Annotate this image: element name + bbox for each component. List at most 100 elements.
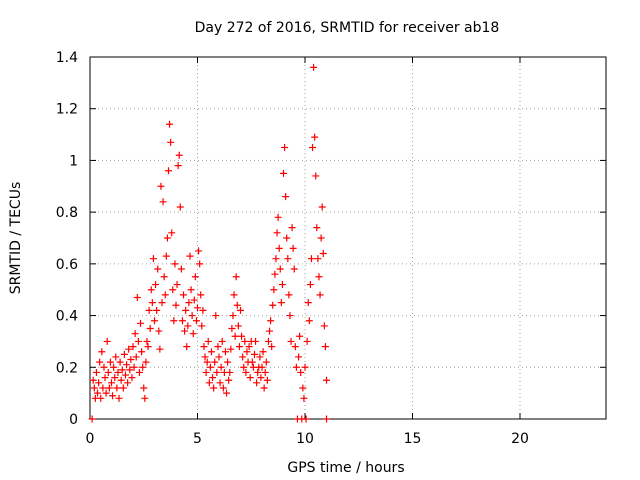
data-point xyxy=(129,343,137,351)
data-point xyxy=(163,234,171,242)
data-point xyxy=(180,291,188,299)
data-point xyxy=(282,193,290,201)
x-tick-label: 5 xyxy=(193,431,202,447)
data-point xyxy=(204,337,212,345)
data-point xyxy=(243,348,251,356)
data-point xyxy=(109,392,117,400)
data-point xyxy=(274,213,282,221)
data-point xyxy=(216,379,224,387)
data-point xyxy=(177,265,185,273)
data-point xyxy=(205,379,213,387)
data-point xyxy=(142,358,150,366)
data-point xyxy=(127,356,135,364)
data-point xyxy=(206,363,214,371)
y-tick-label: 0.4 xyxy=(56,309,78,325)
data-point xyxy=(88,415,96,423)
data-point xyxy=(237,306,244,314)
data-point xyxy=(195,247,203,255)
data-point xyxy=(263,376,271,384)
data-point xyxy=(210,384,218,392)
data-point xyxy=(167,138,175,146)
data-point xyxy=(302,415,310,423)
data-point xyxy=(229,312,237,320)
data-point xyxy=(140,384,148,392)
data-point xyxy=(317,234,325,242)
data-point xyxy=(214,343,222,351)
data-point xyxy=(300,394,308,402)
data-point xyxy=(223,389,231,397)
data-point xyxy=(172,301,180,309)
data-point xyxy=(295,353,303,361)
data-point xyxy=(125,345,133,353)
data-point xyxy=(284,255,292,263)
chart-title: Day 272 of 2016, SRMTID for receiver ab1… xyxy=(195,20,500,36)
data-point xyxy=(306,281,314,289)
data-point xyxy=(145,306,153,314)
data-point xyxy=(187,286,195,294)
data-point xyxy=(100,363,108,371)
y-tick-label: 1.4 xyxy=(56,50,78,66)
data-point xyxy=(114,368,122,376)
y-tick-label: 0 xyxy=(69,412,78,428)
x-tick-labels: 0 5 10 15 20 xyxy=(86,431,529,447)
x-tick-label: 20 xyxy=(511,431,529,447)
data-point xyxy=(314,255,322,263)
data-point xyxy=(224,358,232,366)
data-point xyxy=(194,304,201,312)
data-point xyxy=(228,325,236,332)
data-point xyxy=(97,394,105,402)
data-point xyxy=(225,376,233,384)
data-point xyxy=(94,389,102,397)
data-point xyxy=(183,343,191,351)
data-point xyxy=(148,299,156,307)
plot-frame xyxy=(89,56,607,420)
y-tick-label: 0.8 xyxy=(56,205,78,221)
data-point xyxy=(313,224,321,232)
data-point xyxy=(311,133,319,141)
y-tick-label: 0.2 xyxy=(56,360,78,376)
x-tick-label: 10 xyxy=(296,431,314,447)
data-point xyxy=(115,394,123,402)
data-point xyxy=(278,281,286,289)
data-point xyxy=(246,374,254,382)
data-point xyxy=(149,255,157,263)
data-point xyxy=(197,291,205,299)
data-point xyxy=(290,265,298,273)
data-point xyxy=(168,229,176,237)
data-point xyxy=(191,273,199,281)
data-point xyxy=(245,343,253,351)
y-axis-label: SRMTID / TECUs xyxy=(8,182,24,295)
data-point xyxy=(182,306,190,314)
data-point xyxy=(289,244,297,252)
data-point xyxy=(146,325,154,332)
data-point xyxy=(155,327,163,335)
data-point xyxy=(137,319,145,327)
data-point xyxy=(309,144,317,151)
data-point xyxy=(323,376,330,384)
data-point xyxy=(277,299,285,307)
data-point xyxy=(261,368,269,376)
data-point xyxy=(173,281,181,289)
data-point xyxy=(227,345,235,353)
data-point xyxy=(271,270,279,278)
data-point xyxy=(283,234,291,242)
data-point xyxy=(111,374,119,382)
data-point xyxy=(209,374,217,382)
data-point xyxy=(169,286,177,294)
data-point xyxy=(176,203,184,211)
data-point xyxy=(266,327,274,335)
data-point xyxy=(162,252,170,260)
data-point xyxy=(118,366,126,374)
data-point xyxy=(297,368,305,376)
data-point xyxy=(280,169,287,177)
data-point xyxy=(218,337,226,345)
data-point xyxy=(239,353,247,361)
data-point xyxy=(262,358,270,366)
data-point xyxy=(120,350,128,358)
data-point xyxy=(256,353,264,361)
data-point xyxy=(286,312,294,320)
data-point xyxy=(196,260,204,268)
data-point xyxy=(161,291,169,299)
data-point xyxy=(105,384,113,392)
